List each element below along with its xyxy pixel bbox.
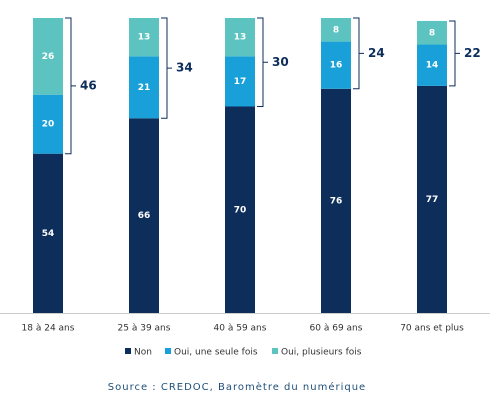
bracket [161,17,172,119]
bracket-label: 46 [80,78,97,92]
bar-segment [129,56,159,119]
bar-segment [33,18,63,95]
bar-segment [225,106,255,313]
legend-swatch [125,348,131,354]
bar-segment [417,20,447,45]
bar-segment [225,56,255,107]
bar-segment [33,153,63,313]
bar-segment [321,18,351,42]
bar-segment [417,44,447,86]
data-label: 8 [429,28,435,38]
bar-segment [321,41,351,89]
bracket-label: 24 [368,46,385,60]
legend-swatch [165,348,171,354]
bracket-label: 30 [272,55,289,69]
data-label: 16 [330,61,343,71]
bracket-label: 34 [176,61,193,75]
legend-label: Non [134,348,152,358]
data-label: 21 [138,83,151,93]
bar-segment [129,118,159,313]
data-label: 8 [333,25,339,35]
legend-swatch [272,348,278,354]
bracket [65,17,76,155]
legend-label: Oui, une seule fois [174,348,258,358]
data-label: 76 [330,196,343,206]
x-tick-label: 18 à 24 ans [22,324,75,334]
data-label: 54 [42,229,55,239]
data-label: 26 [42,52,55,62]
x-tick-label: 70 ans et plus [400,324,464,334]
bar-segment [225,18,255,57]
bar-segment [321,88,351,313]
bar-segment [33,94,63,154]
data-label: 13 [234,33,247,43]
legend-label: Oui, plusieurs fois [281,348,362,358]
bracket [353,17,364,90]
bar-segment [129,18,159,57]
bracket [257,17,268,107]
x-tick-label: 60 à 69 ans [310,324,363,334]
data-label: 20 [42,120,55,130]
data-label: 77 [426,195,439,205]
data-label: 70 [234,205,247,215]
data-label: 17 [234,77,247,87]
bracket-label: 22 [464,46,481,60]
x-tick-label: 40 à 59 ans [214,324,267,334]
data-label: 66 [138,211,151,221]
data-label: 14 [426,61,439,71]
source: Source : CREDOC, Baromètre du numérique [108,381,366,393]
data-label: 13 [138,33,151,43]
bar-segment [417,85,447,313]
x-tick-label: 25 à 39 ans [118,324,171,334]
bracket [449,20,460,87]
